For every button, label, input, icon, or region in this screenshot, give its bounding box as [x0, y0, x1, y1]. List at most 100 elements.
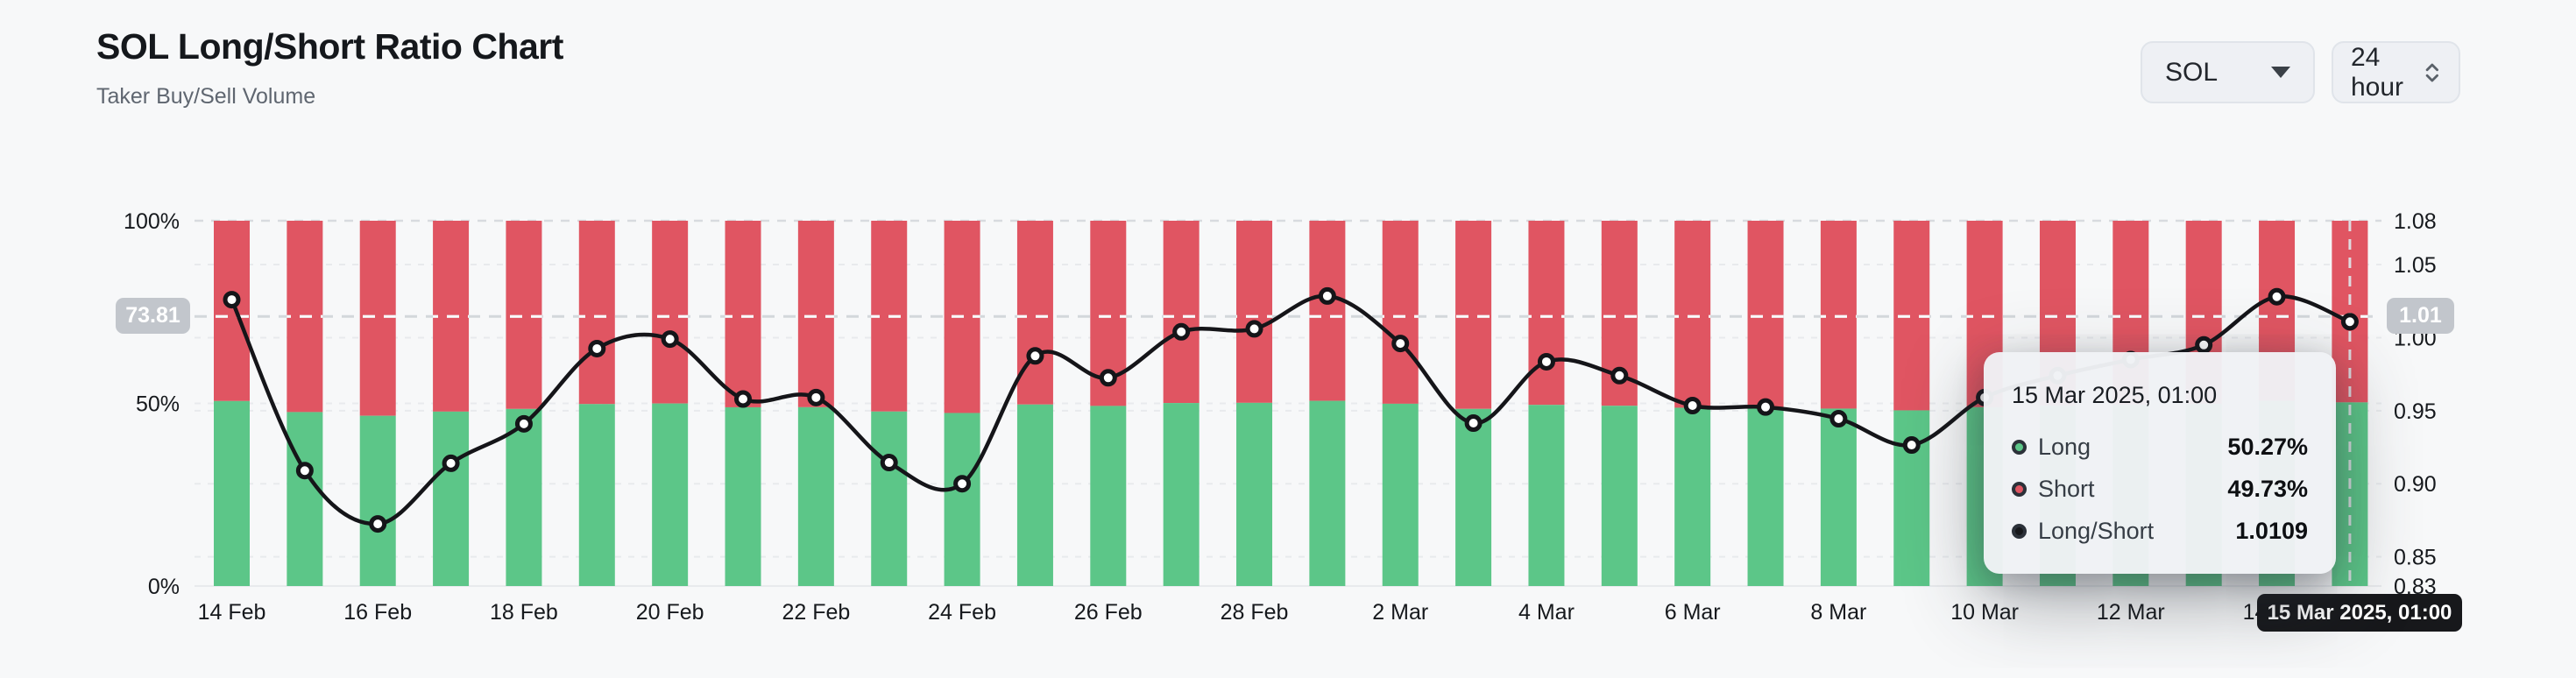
short-bar-18 Feb[interactable]	[506, 221, 542, 409]
long-bar-1 Mar[interactable]	[1309, 400, 1346, 586]
ratio-point-3 Mar[interactable]	[1464, 414, 1483, 433]
interval-select-value: 24 hour	[2351, 42, 2404, 102]
x-axis-tick: 6 Mar	[1665, 600, 1721, 625]
short-bar-14 Feb[interactable]	[214, 221, 250, 401]
tooltip-ratio-label: Long/Short	[2038, 518, 2155, 544]
ratio-point-7 Mar[interactable]	[1757, 398, 1775, 416]
ratio-point-1 Mar[interactable]	[1318, 286, 1336, 305]
interval-select[interactable]: 24 hour	[2332, 41, 2460, 103]
ratio-point-13 Mar[interactable]	[2195, 335, 2213, 354]
short-bar-6 Mar[interactable]	[1674, 221, 1711, 408]
tooltip-row-long: Long 50.27%	[2012, 434, 2308, 461]
x-axis-tick: 12 Mar	[2097, 600, 2165, 625]
long-bar-16 Feb[interactable]	[359, 415, 396, 586]
x-axis-tick: 2 Mar	[1372, 600, 1428, 625]
short-bar-2 Mar[interactable]	[1382, 221, 1419, 404]
long-bar-15 Feb[interactable]	[287, 412, 323, 586]
long-bar-22 Feb[interactable]	[797, 406, 834, 586]
right-axis-tick: 0.85	[2394, 546, 2437, 570]
ratio-point-21 Feb[interactable]	[734, 390, 753, 408]
ratio-point-9 Mar[interactable]	[1902, 436, 1921, 455]
ratio-point-15 Feb[interactable]	[295, 462, 314, 480]
long-bar-17 Feb[interactable]	[433, 411, 470, 586]
long-bar-20 Feb[interactable]	[652, 403, 689, 586]
long-bar-6 Mar[interactable]	[1674, 407, 1711, 586]
long-bar-26 Feb[interactable]	[1090, 406, 1127, 586]
long-bar-23 Feb[interactable]	[871, 411, 908, 586]
x-axis-tick: 18 Feb	[490, 600, 558, 625]
long-bar-19 Feb[interactable]	[578, 404, 615, 586]
right-axis-tick: 0.95	[2394, 399, 2437, 424]
left-axis-tick: 50%	[136, 392, 180, 417]
long-bar-27 Feb[interactable]	[1163, 403, 1200, 586]
tooltip-long-label: Long	[2038, 434, 2091, 460]
long-bar-2 Mar[interactable]	[1382, 403, 1419, 586]
chevron-up-down-icon	[2426, 63, 2439, 81]
long-bar-14 Feb[interactable]	[214, 400, 250, 586]
long-bar-24 Feb[interactable]	[944, 413, 980, 586]
right-axis-tick: 0.90	[2394, 472, 2437, 497]
short-bar-3 Mar[interactable]	[1455, 221, 1492, 409]
tooltip-date: 15 Mar 2025, 01:00	[2012, 382, 2218, 408]
short-bar-1 Mar[interactable]	[1309, 221, 1346, 401]
ratio-point-27 Feb[interactable]	[1172, 322, 1191, 341]
ratio-point-16 Feb[interactable]	[369, 515, 387, 533]
x-axis-tick: 16 Feb	[343, 600, 412, 625]
long-series-dot-icon	[2012, 440, 2027, 455]
short-bar-22 Feb[interactable]	[797, 221, 834, 407]
short-bar-28 Feb[interactable]	[1236, 221, 1273, 403]
ratio-point-5 Mar[interactable]	[1610, 366, 1629, 385]
long-bar-21 Feb[interactable]	[725, 406, 761, 586]
left-axis-crosshair-badge: 73.81	[116, 298, 190, 334]
short-bar-16 Feb[interactable]	[359, 221, 396, 416]
ratio-point-23 Feb[interactable]	[880, 454, 898, 472]
short-bar-7 Mar[interactable]	[1747, 221, 1784, 408]
ratio-point-14 Mar[interactable]	[2268, 287, 2286, 306]
ratio-point-15 Mar[interactable]	[2340, 313, 2359, 331]
short-bar-21 Feb[interactable]	[725, 221, 761, 407]
ratio-point-19 Feb[interactable]	[588, 339, 606, 357]
x-axis-tick: 28 Feb	[1221, 600, 1289, 625]
tooltip-short-value: 49.73%	[2227, 476, 2308, 502]
ratio-point-6 Mar[interactable]	[1683, 397, 1702, 415]
ratio-point-4 Mar[interactable]	[1537, 352, 1555, 371]
ratio-point-17 Feb[interactable]	[442, 454, 460, 472]
short-bar-19 Feb[interactable]	[578, 221, 615, 405]
ratio-point-20 Feb[interactable]	[661, 330, 679, 349]
ratio-point-28 Feb[interactable]	[1245, 320, 1263, 338]
ratio-point-18 Feb[interactable]	[514, 414, 533, 433]
long-bar-5 Mar[interactable]	[1601, 406, 1638, 586]
right-axis-crosshair-badge: 1.01	[2387, 298, 2454, 334]
tooltip-short-label: Short	[2038, 476, 2095, 502]
long-bar-28 Feb[interactable]	[1236, 402, 1273, 586]
ratio-point-14 Feb[interactable]	[223, 291, 241, 309]
short-bar-8 Mar[interactable]	[1820, 221, 1857, 409]
ratio-point-2 Mar[interactable]	[1391, 335, 1410, 353]
short-bar-25 Feb[interactable]	[1016, 221, 1053, 405]
x-axis-tick: 8 Mar	[1810, 600, 1866, 625]
coin-select[interactable]: SOL	[2141, 41, 2315, 103]
long-bar-18 Feb[interactable]	[506, 408, 542, 586]
ratio-point-24 Feb[interactable]	[953, 475, 972, 493]
short-bar-4 Mar[interactable]	[1528, 221, 1565, 406]
ratio-point-22 Feb[interactable]	[807, 388, 825, 406]
long-bar-4 Mar[interactable]	[1528, 405, 1565, 586]
chart-tooltip: 15 Mar 2025, 01:00 Long 50.27% Short 49.…	[1984, 352, 2336, 574]
short-bar-20 Feb[interactable]	[652, 221, 689, 404]
x-axis-tick: 26 Feb	[1074, 600, 1143, 625]
page-subtitle: Taker Buy/Sell Volume	[96, 84, 316, 109]
page-title: SOL Long/Short Ratio Chart	[96, 26, 563, 67]
x-axis-tick: 20 Feb	[636, 600, 704, 625]
tooltip-ratio-value: 1.0109	[2235, 518, 2308, 544]
long-bar-8 Mar[interactable]	[1820, 408, 1857, 586]
short-bar-27 Feb[interactable]	[1163, 221, 1200, 404]
long-bar-7 Mar[interactable]	[1747, 407, 1784, 586]
ratio-point-26 Feb[interactable]	[1099, 369, 1117, 387]
ratio-point-8 Mar[interactable]	[1829, 410, 1848, 428]
long-bar-25 Feb[interactable]	[1016, 404, 1053, 586]
x-axis-tick: 4 Mar	[1518, 600, 1575, 625]
ratio-point-25 Feb[interactable]	[1026, 347, 1044, 365]
long-bar-3 Mar[interactable]	[1455, 408, 1492, 586]
